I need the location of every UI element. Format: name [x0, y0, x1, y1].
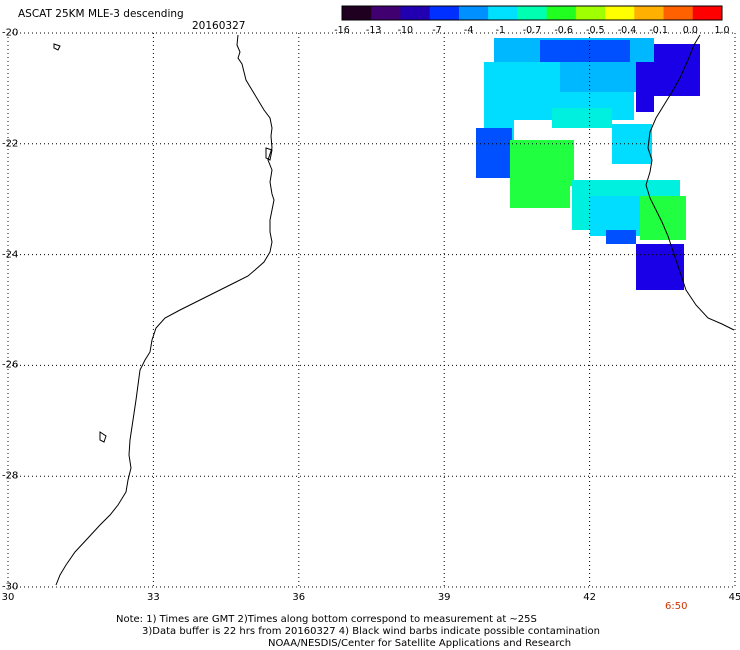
colorbar-segment	[400, 6, 431, 20]
longitude-label: 42	[583, 592, 596, 603]
latitude-label: -26	[2, 359, 19, 371]
colorbar-segment	[517, 6, 548, 20]
swath-cell	[636, 62, 654, 112]
swath-cell	[636, 244, 684, 290]
colorbar-tick-label: -10	[397, 25, 414, 36]
colorbar-segment	[692, 6, 723, 20]
longitude-label: 39	[437, 592, 451, 603]
swath-cell	[540, 40, 630, 62]
island-lake	[99, 431, 107, 443]
coastline	[53, 34, 735, 586]
swath-cell	[510, 178, 570, 208]
colorbar-segment	[663, 6, 694, 20]
colorbar-segment	[371, 6, 401, 20]
colorbar-tick-label: 0.0	[682, 25, 698, 36]
colorbar-border	[341, 5, 723, 21]
swath-cell	[476, 128, 512, 178]
colorbar-segment	[342, 6, 372, 20]
latitude-label: -24	[2, 249, 19, 261]
map-title: ASCAT 25KM MLE-3 descending	[18, 8, 184, 20]
colorbar-tick-label: 1.0	[714, 25, 730, 36]
colorbar-tick-label: -7	[432, 25, 442, 36]
colorbar-tick-label: -0.4	[617, 25, 637, 36]
wind-swath	[476, 38, 700, 290]
note-line-2: 3)Data buffer is 22 hrs from 20160327 4)…	[142, 626, 600, 637]
map-date: 20160327	[192, 20, 246, 32]
island-small	[53, 43, 61, 51]
colorbar-tick-label: -13	[365, 25, 382, 36]
colorbar-segment	[605, 6, 635, 20]
latitude-label: -30	[2, 581, 19, 593]
colorbar-tick-label: -4	[463, 25, 474, 36]
colorbar-segment	[546, 6, 577, 20]
latitude-label: -22	[2, 138, 19, 150]
swath-cell	[640, 196, 686, 240]
colorbar-tick-label: -0.1	[649, 25, 668, 36]
longitude-label: 45	[728, 592, 740, 603]
island-bazaruto	[265, 147, 273, 161]
colorbar-tick-label: -1	[495, 25, 506, 36]
time-label: 6:50	[665, 601, 688, 612]
latitude-label: -28	[2, 470, 19, 482]
longitude-label: 33	[147, 592, 160, 603]
colorbar-segment	[575, 6, 606, 20]
colorbar-tick-label: -0.5	[586, 25, 605, 36]
colorbar-tick-label: -0.6	[554, 25, 573, 36]
longitude-label: 30	[1, 592, 15, 603]
lat-lon-grid	[7, 32, 736, 588]
colorbar	[341, 5, 723, 21]
latitude-label: -20	[2, 27, 19, 39]
swath-cell	[606, 230, 636, 244]
colorbar-tick-label: -16	[334, 25, 350, 36]
note-line-1: Note: 1) Times are GMT 2)Times along bot…	[116, 614, 537, 625]
note-line-3: NOAA/NESDIS/Center for Satellite Applica…	[268, 638, 572, 649]
swath-cell	[560, 62, 640, 92]
colorbar-segment	[458, 6, 489, 20]
swath-cell	[552, 108, 612, 128]
swath-cell	[654, 44, 700, 96]
colorbar-segment	[488, 6, 518, 20]
colorbar-segment	[634, 6, 665, 20]
coastline-east	[645, 34, 735, 331]
longitude-label: 36	[292, 592, 306, 603]
colorbar-tick-label: -0.7	[522, 25, 542, 36]
colorbar-segment	[429, 6, 460, 20]
coastline-mainland	[55, 34, 275, 586]
